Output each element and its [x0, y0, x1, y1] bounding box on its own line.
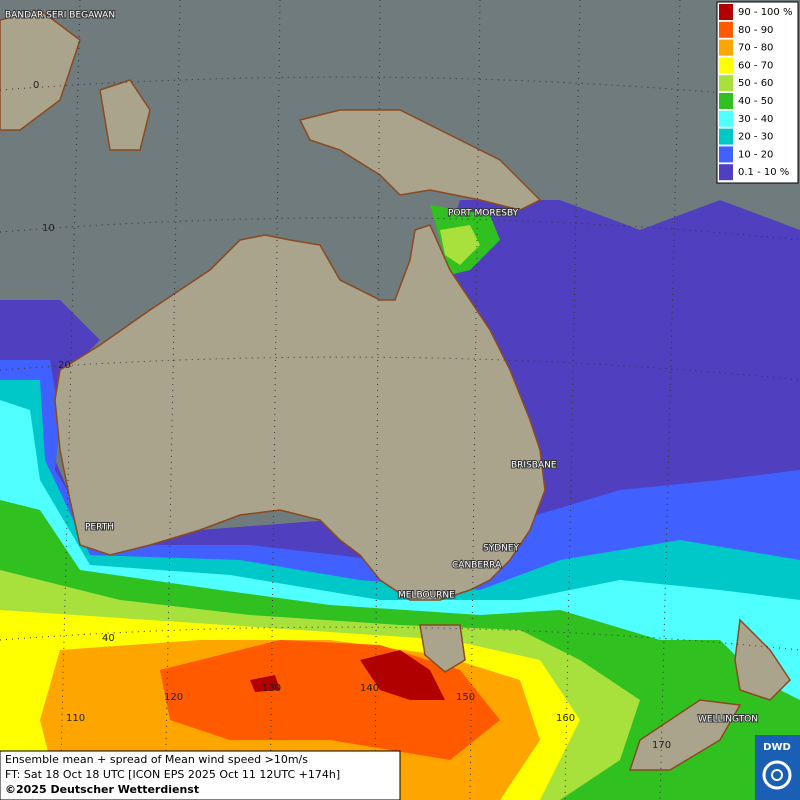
- city-label: PORT MORESBY: [448, 209, 519, 219]
- legend-label: 90 - 100 %: [738, 7, 792, 18]
- legend-label: 70 - 80: [738, 43, 773, 54]
- legend-swatch: [719, 93, 733, 109]
- latitude-label: 40: [102, 633, 115, 644]
- legend-swatch: [719, 39, 733, 56]
- caption-line: FT: Sat 18 Oct 18 UTC [ICON EPS 2025 Oct…: [5, 768, 340, 781]
- city-label: CANBERRA: [452, 561, 502, 571]
- logo-icon: [771, 769, 783, 781]
- legend-label: 20 - 30: [738, 132, 773, 143]
- legend-label: 50 - 60: [738, 78, 773, 89]
- legend-swatch: [719, 4, 733, 20]
- legend-label: 80 - 90: [738, 25, 773, 36]
- legend-label: 30 - 40: [738, 114, 773, 125]
- legend-label: 60 - 70: [738, 60, 773, 71]
- longitude-label: 120: [164, 692, 183, 703]
- logo-text: DWD: [763, 742, 791, 753]
- longitude-label: 170: [652, 740, 671, 751]
- longitude-label: 140: [360, 683, 379, 694]
- logo-icon: [762, 760, 792, 790]
- longitude-label: 110: [66, 713, 85, 724]
- city-label: PERTH: [85, 523, 114, 533]
- longitude-label: 150: [456, 692, 475, 703]
- city-label: BANDAR SERI BEGAWAN: [5, 11, 115, 21]
- legend-swatch: [719, 57, 733, 74]
- legend-swatch: [719, 128, 733, 145]
- land: [0, 9, 791, 771]
- city-label: SYDNEY: [483, 544, 520, 554]
- city-label: BRISBANE: [511, 461, 557, 471]
- legend-label: 40 - 50: [738, 96, 773, 107]
- legend-swatch: [719, 146, 733, 163]
- city-label: MELBOURNE: [398, 591, 455, 601]
- latitude-label: 20: [58, 360, 71, 371]
- legend-label: 10 - 20: [738, 149, 773, 160]
- latitude-label: 10: [42, 223, 55, 234]
- caption-line: ©2025 Deutscher Wetterdienst: [5, 783, 199, 796]
- caption-line: Ensemble mean + spread of Mean wind spee…: [5, 753, 308, 766]
- legend-swatch: [719, 164, 733, 181]
- latitude-label: 0: [33, 80, 39, 91]
- legend-swatch: [719, 110, 733, 127]
- legend-swatch: [719, 75, 733, 92]
- legend-swatch: [719, 21, 733, 38]
- longitude-label: 160: [556, 713, 575, 724]
- longitude-label: 130: [262, 683, 281, 694]
- caption-box: [0, 750, 401, 800]
- city-label: WELLINGTON: [698, 715, 758, 725]
- legend-label: 0.1 - 10 %: [738, 167, 789, 178]
